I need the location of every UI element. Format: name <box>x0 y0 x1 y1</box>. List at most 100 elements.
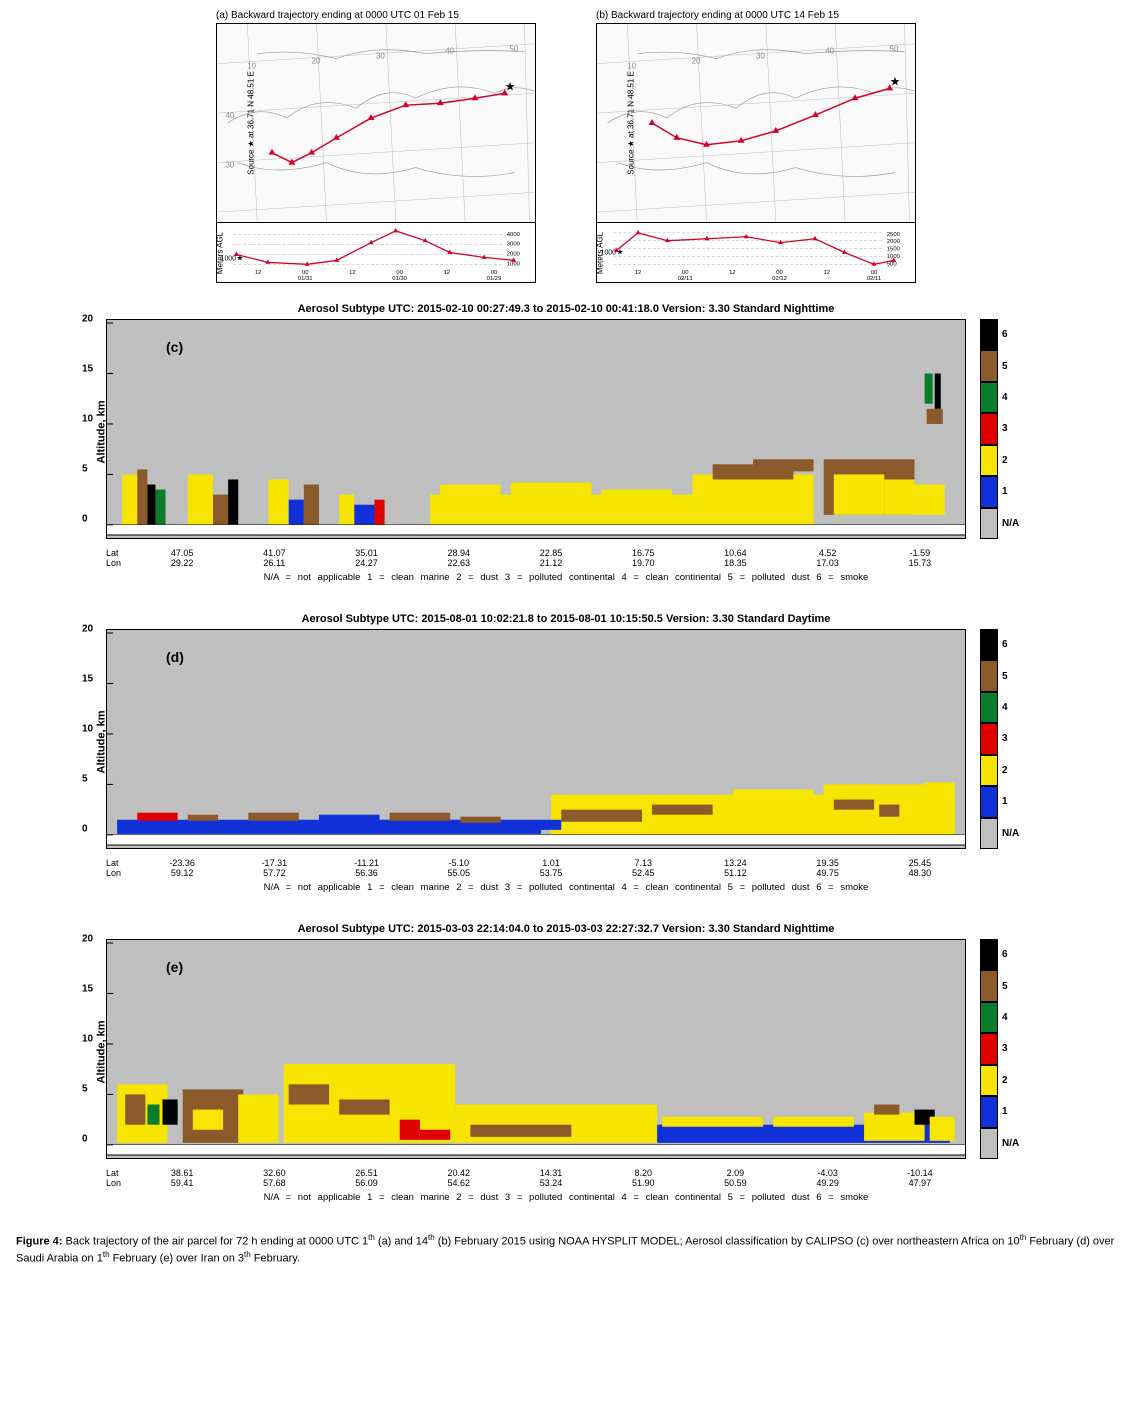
colorbar-label: 2 <box>1002 765 1008 776</box>
map-panel-b: (b) Backward trajectory ending at 0000 U… <box>596 10 916 283</box>
svg-text:12: 12 <box>729 270 736 276</box>
x-axis-d: Lat Lon-23.36 59.12-17.31 57.72-11.21 56… <box>106 858 1026 878</box>
svg-text:50: 50 <box>510 45 519 54</box>
colorbar-swatch <box>980 786 998 817</box>
svg-text:02/11: 02/11 <box>867 276 881 282</box>
svg-text:20: 20 <box>312 57 321 66</box>
svg-text:40: 40 <box>825 47 834 56</box>
aerosol-legend: N/A = not applicable 1 = clean marine 2 … <box>106 572 1026 583</box>
colorbar-swatch <box>980 350 998 381</box>
svg-text:12: 12 <box>824 270 831 276</box>
colorbar-label: N/A <box>1002 1138 1019 1149</box>
svg-text:02/12: 02/12 <box>772 276 787 282</box>
svg-text:2500: 2500 <box>887 232 901 238</box>
panel-letter-a: (a) <box>216 10 228 21</box>
svg-text:01/30: 01/30 <box>392 276 407 282</box>
map-ylabel-a: Source ★ at 36.71 N 48.51 E <box>246 71 255 175</box>
svg-text:4000: 4000 <box>507 232 521 238</box>
svg-text:2000: 2000 <box>507 251 521 257</box>
chart-area-d: Altitude, km(d)05101520 <box>106 629 966 854</box>
colorbar-label: 4 <box>1002 702 1008 713</box>
colorbar-swatch <box>980 1033 998 1064</box>
colorbar-swatch <box>980 1128 998 1159</box>
colorbar-label: 1 <box>1002 1106 1008 1117</box>
map-svg-a: 10 20 30 40 50 40 30 ★ <box>217 24 535 222</box>
colorbar-swatch <box>980 1065 998 1096</box>
colorbar-label: 3 <box>1002 423 1008 434</box>
svg-text:12: 12 <box>635 270 642 276</box>
colorbar-swatch <box>980 476 998 507</box>
alt-ylabel-a: Meters AGL <box>216 231 225 273</box>
colorbar-swatch <box>980 1002 998 1033</box>
svg-text:12: 12 <box>255 270 262 276</box>
colorbar-label: 2 <box>1002 1075 1008 1086</box>
svg-text:40: 40 <box>226 111 235 120</box>
colorbar-label: 3 <box>1002 1043 1008 1054</box>
chart-ylabel: Altitude, km <box>95 1020 107 1083</box>
aerosol-title-e: Aerosol Subtype UTC: 2015-03-03 22:14:04… <box>106 923 1026 935</box>
colorbar-swatch <box>980 319 998 350</box>
svg-text:2000: 2000 <box>887 239 901 245</box>
aerosol-svg-d <box>106 629 966 849</box>
colorbar-swatch <box>980 755 998 786</box>
alt-box-b: Meters AGL 1000 ★ 2500200015001000500 12… <box>596 223 916 283</box>
aerosol-legend: N/A = not applicable 1 = clean marine 2 … <box>106 882 1026 893</box>
colorbar-swatch <box>980 939 998 970</box>
alt-ylabel-b: Meters AGL <box>596 231 605 273</box>
colorbar: 654321N/A <box>980 629 1026 849</box>
map-title-b: Backward trajectory ending at 0000 UTC 1… <box>611 10 839 21</box>
colorbar-label: 1 <box>1002 486 1008 497</box>
chart-ylabel: Altitude, km <box>95 710 107 773</box>
caption-label: Figure 4: <box>16 1236 62 1248</box>
svg-text:★: ★ <box>505 79 516 93</box>
colorbar-label: 4 <box>1002 1012 1008 1023</box>
aerosol-title-c: Aerosol Subtype UTC: 2015-02-10 00:27:49… <box>106 303 1026 315</box>
chart-ylabel: Altitude, km <box>95 400 107 463</box>
colorbar-label: 1 <box>1002 796 1008 807</box>
colorbar-label: 6 <box>1002 949 1008 960</box>
svg-text:01/31: 01/31 <box>298 276 313 282</box>
alt-svg-b: 1000 ★ 2500200015001000500 120002/131200… <box>597 223 915 282</box>
svg-text:02/13: 02/13 <box>678 276 693 282</box>
colorbar-swatch <box>980 723 998 754</box>
map-panel-a: (a) Backward trajectory ending at 0000 U… <box>216 10 536 283</box>
svg-text:30: 30 <box>376 52 385 61</box>
svg-text:★: ★ <box>890 74 901 88</box>
aerosol-svg-c <box>106 319 966 539</box>
chart-area-e: Altitude, km(e)05101520 <box>106 939 966 1164</box>
panel-letter-d: (d) <box>166 649 184 665</box>
colorbar-swatch <box>980 692 998 723</box>
svg-text:3000: 3000 <box>507 242 521 248</box>
figure-caption: Figure 4: Back trajectory of the air par… <box>16 1233 1116 1266</box>
aerosol-legend: N/A = not applicable 1 = clean marine 2 … <box>106 1192 1026 1203</box>
colorbar: 6 5 4 3 2 1 N/A <box>980 939 1026 1159</box>
svg-text:500: 500 <box>887 261 898 267</box>
panel-letter-b: (b) <box>596 10 608 21</box>
maps-row: (a) Backward trajectory ending at 0000 U… <box>10 10 1122 283</box>
colorbar: 654321N/A <box>980 319 1026 539</box>
aerosol-svg-e <box>106 939 966 1159</box>
alt-svg-a: 1000 ★ 4000300020001000 120001/31120001/… <box>217 223 535 282</box>
map-ylabel-b: Source ★ at 36.71 N 48.51 E <box>626 71 635 175</box>
colorbar-swatch <box>980 629 998 660</box>
map-svg-b: 10 20 30 40 50 ★ <box>597 24 915 222</box>
aerosol-panel-e: Aerosol Subtype UTC: 2015-03-03 22:14:04… <box>106 923 1026 1203</box>
colorbar-swatch <box>980 818 998 849</box>
colorbar-swatch <box>980 413 998 444</box>
svg-text:30: 30 <box>226 161 235 170</box>
svg-text:30: 30 <box>756 52 765 61</box>
colorbar-swatch <box>980 970 998 1001</box>
colorbar-label: 6 <box>1002 329 1008 340</box>
svg-text:20: 20 <box>692 57 701 66</box>
colorbar-label: 4 <box>1002 392 1008 403</box>
svg-text:50: 50 <box>890 45 899 54</box>
svg-text:12: 12 <box>444 270 451 276</box>
colorbar-label: N/A <box>1002 518 1019 529</box>
svg-text:10: 10 <box>247 62 256 71</box>
colorbar-label: 5 <box>1002 981 1008 992</box>
aerosol-title-d: Aerosol Subtype UTC: 2015-08-01 10:02:21… <box>106 613 1026 625</box>
colorbar-label: 6 <box>1002 639 1008 650</box>
svg-text:1000: 1000 <box>507 261 521 267</box>
colorbar-swatch <box>980 508 998 539</box>
chart-area-c: Altitude, km(c)05101520 <box>106 319 966 544</box>
